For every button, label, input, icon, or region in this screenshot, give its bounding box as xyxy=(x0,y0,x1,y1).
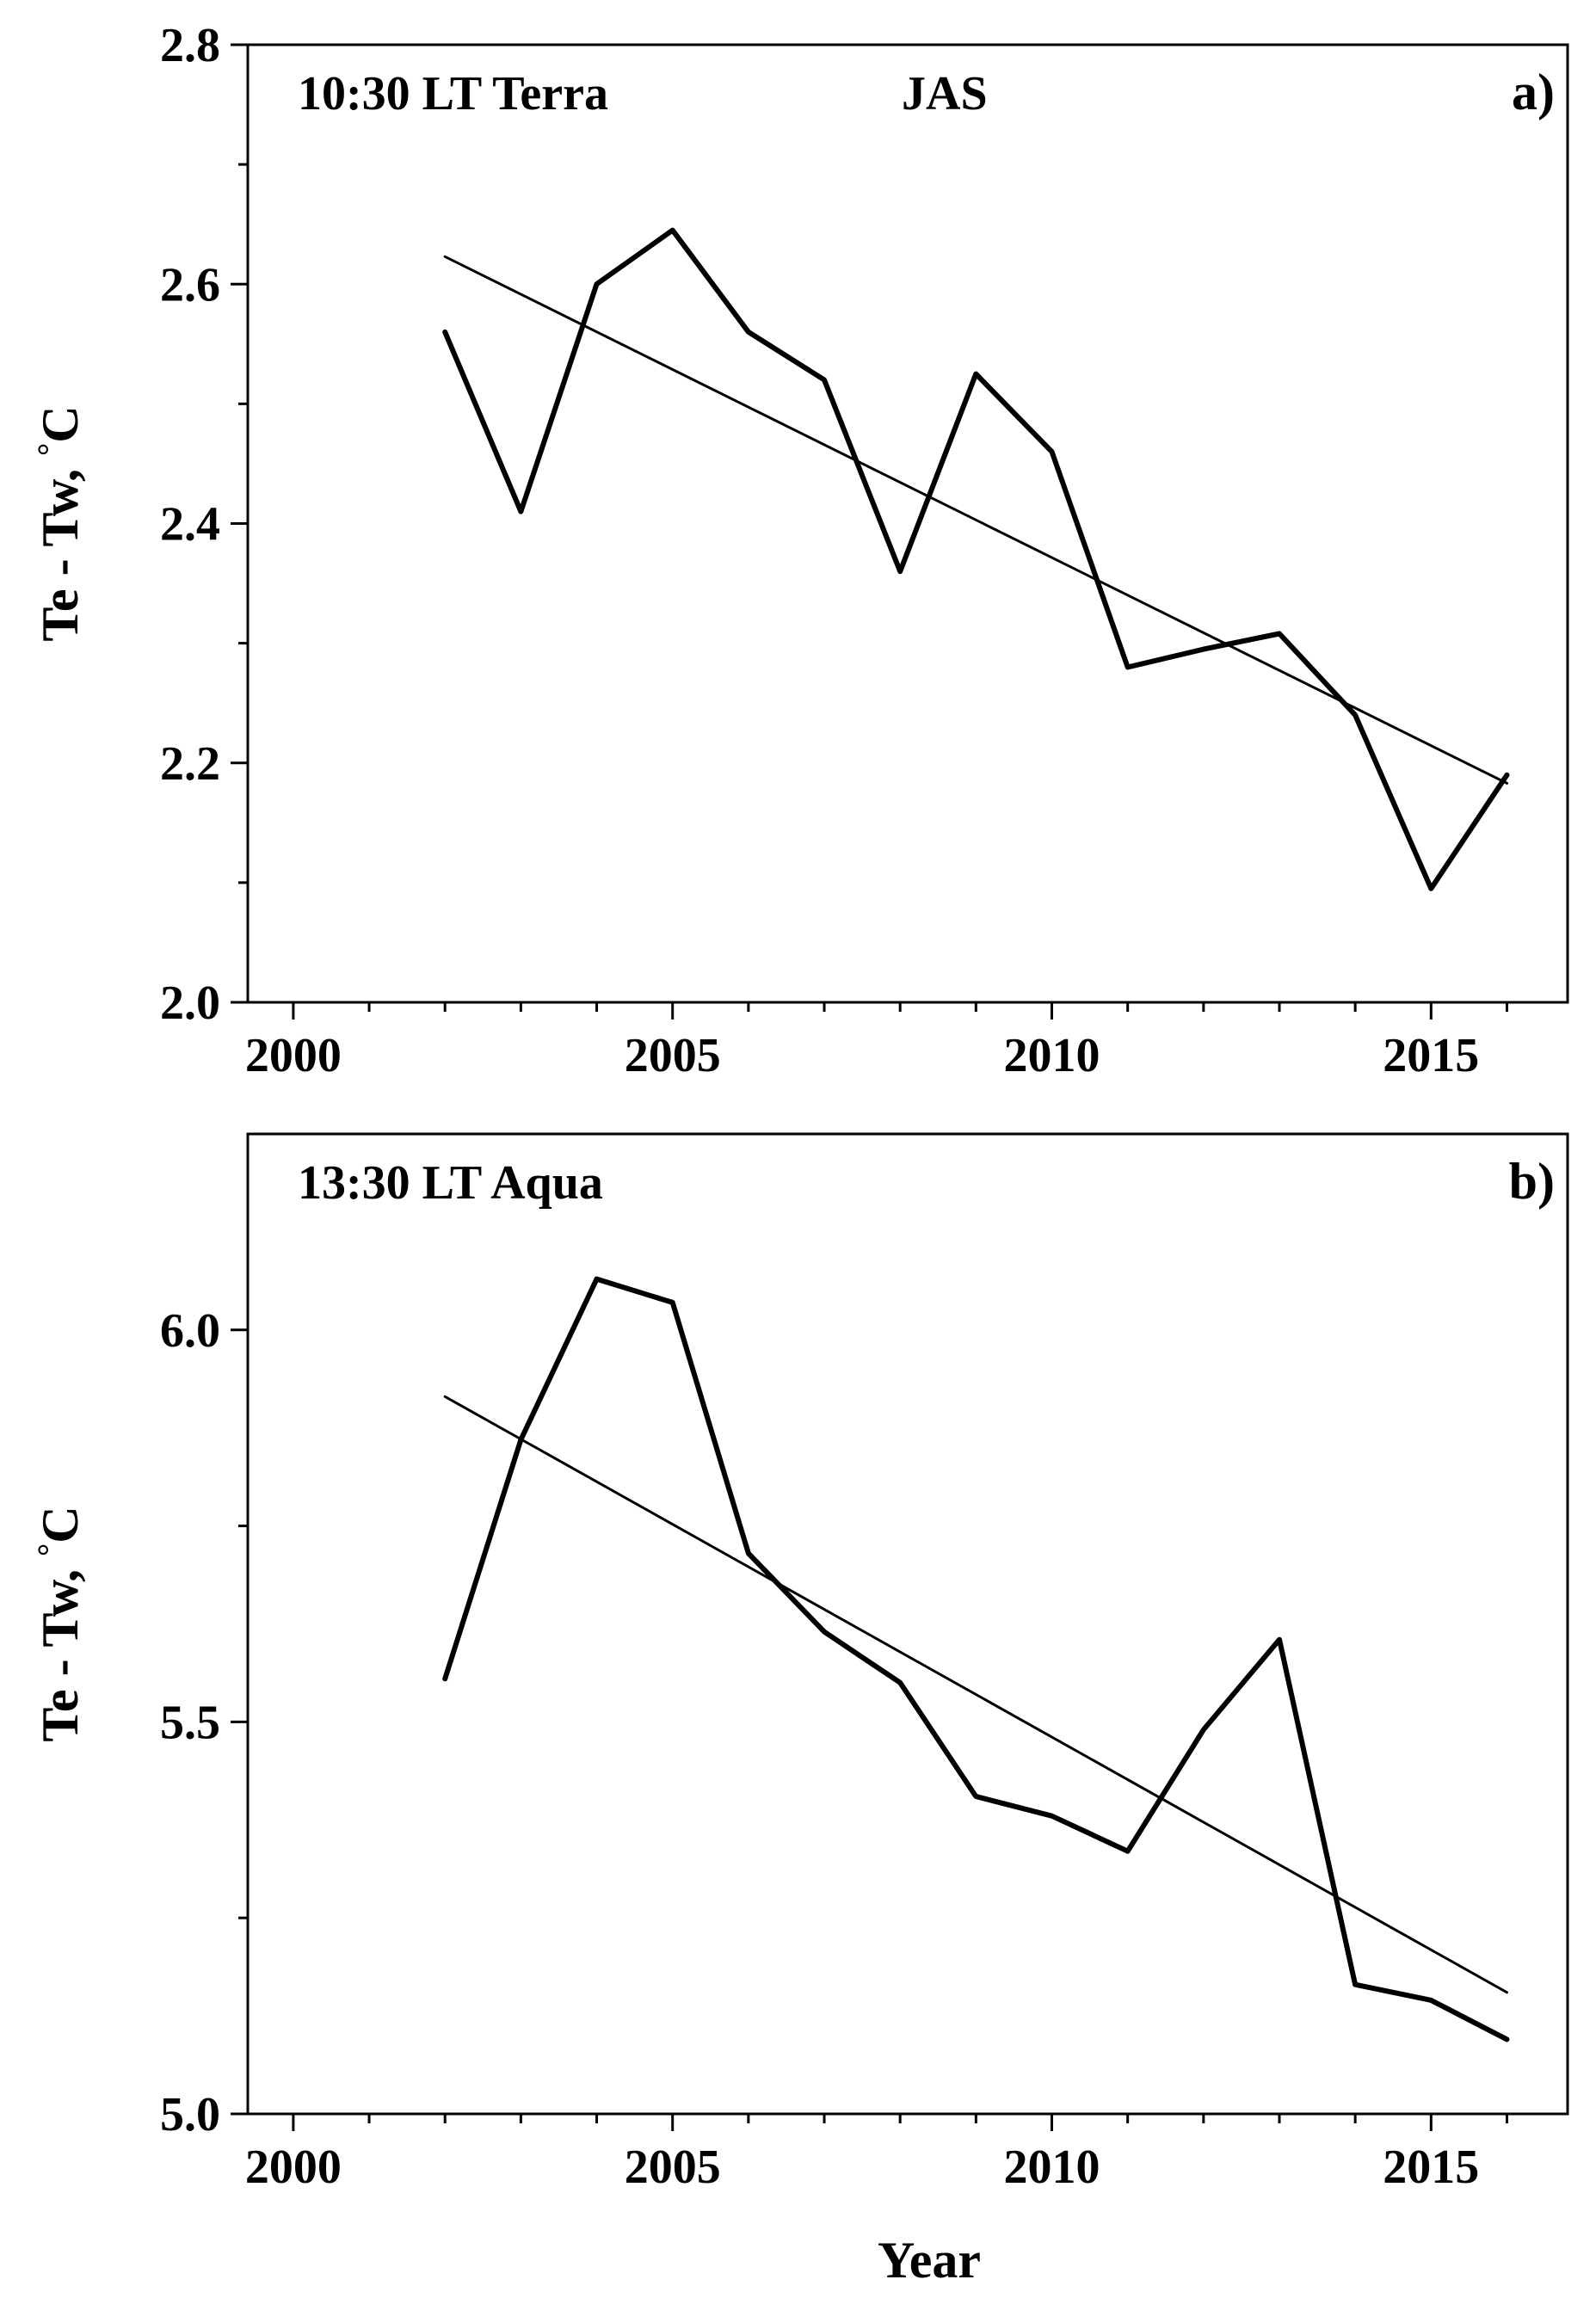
panel-b-y-tick-label-6.0: 6.0 xyxy=(160,1304,220,1358)
panel-a-annotation-label: 10:30 LT Terra xyxy=(298,67,608,120)
panel-b-y-tick-label-5.0: 5.0 xyxy=(160,2088,220,2141)
panel-a-x-tick-label-2015: 2015 xyxy=(1383,1029,1479,1082)
panel-b-data-point-2013 xyxy=(1278,1638,1281,1642)
panel-a-data-point-2002 xyxy=(443,330,447,334)
panel-a-data-point-2008 xyxy=(898,570,902,573)
panel-a-data-point-2005 xyxy=(671,229,675,232)
panel-a-data-line xyxy=(442,227,1510,891)
panel-a-data-point-2016 xyxy=(1506,773,1508,777)
panel-b-trend-line xyxy=(443,1395,1508,1994)
panel-b-x-tick-label-2015: 2015 xyxy=(1383,2141,1479,2194)
panel-b-data-point-2011 xyxy=(1126,1850,1130,1853)
panel-b-y-axis-unit-letter: C xyxy=(32,1506,89,1543)
panel-b-y-axis-title-text: Te - Tw, xyxy=(32,1556,89,1742)
panel-a-y-tick-label-2.6: 2.6 xyxy=(160,258,220,311)
panel-b-data-point-2007 xyxy=(823,1630,826,1634)
panel-b-data-point-2009 xyxy=(974,1795,977,1798)
panel-a-plot-frame xyxy=(246,43,1569,1004)
panel-b-data-point-2015 xyxy=(1429,1999,1433,2002)
panel-b-panel-label: b) xyxy=(1509,1153,1555,1210)
panel-b-y-tick-label-5.5: 5.5 xyxy=(160,1696,220,1749)
panel-a-y-axis-title-text: Te - Tw, xyxy=(32,456,89,642)
panel-a-y-tick-label-2.2: 2.2 xyxy=(160,737,220,791)
panel-b-group: 2000 2005 2010 2015 5.0 5.5 6.0 Te - Tw, °C 13:3… xyxy=(32,1132,1569,2289)
panel-a-x-tick-label-2010: 2010 xyxy=(1004,1029,1100,1082)
panel-b-data-point-2006 xyxy=(747,1552,750,1555)
panel-b-x-axis-title: Year xyxy=(878,2232,981,2289)
panel-b-annotation-label: 13:30 LT Aqua xyxy=(298,1156,603,1210)
panel-b-data-line xyxy=(442,1276,1510,2042)
panel-b-data-point-2002 xyxy=(443,1677,447,1680)
panel-a-x-tick-label-2005: 2005 xyxy=(625,1029,721,1082)
panel-b-data-point-2016 xyxy=(1506,2037,1508,2041)
panel-a-group: 2000 2005 2010 2015 2.0 2.2 2.4 2.6 2.8 Te - Tw, … xyxy=(32,19,1569,1082)
panel-a-data-point-2010 xyxy=(1051,450,1053,453)
panel-b-data-point-2012 xyxy=(1202,1728,1205,1731)
panel-b-plot-frame xyxy=(246,1132,1569,2116)
panel-a-data-point-2013 xyxy=(1278,632,1281,635)
panel-b-data-point-2010 xyxy=(1051,1814,1053,1818)
panel-a-data-point-2007 xyxy=(823,379,826,381)
panel-a-y-tick-label-2.8: 2.8 xyxy=(160,19,220,72)
panel-a-y-tick-label-2.0: 2.0 xyxy=(160,976,220,1030)
panel-a-data-point-2003 xyxy=(519,510,522,514)
panel-b-x-tick-label-2005: 2005 xyxy=(625,2141,721,2194)
panel-a-data-point-2004 xyxy=(595,282,598,286)
panel-b-data-point-2005 xyxy=(671,1301,675,1304)
panel-a-data-point-2012 xyxy=(1202,648,1205,651)
panel-a-annotation-season: JAS xyxy=(902,67,988,120)
panel-a-y-axis-unit-degree: ° xyxy=(32,443,68,456)
panel-b-data-point-2008 xyxy=(898,1681,902,1685)
panel-a-x-tick-label-2000: 2000 xyxy=(245,1029,342,1082)
panel-b-data-point-2014 xyxy=(1353,1983,1357,1987)
panel-b-x-tick-label-2000: 2000 xyxy=(245,2141,342,2194)
panel-a-data-point-2006 xyxy=(747,330,750,334)
panel-a-data-point-2011 xyxy=(1126,666,1130,668)
panel-a-data-point-2014 xyxy=(1353,713,1357,717)
panel-b-data-point-2004 xyxy=(595,1278,598,1281)
panel-a-y-tick-label-2.4: 2.4 xyxy=(160,498,220,551)
panel-a-panel-label: a) xyxy=(1512,64,1555,120)
panel-a-y-axis-title: Te - Tw, °C xyxy=(32,405,89,641)
panel-b-y-axis-unit-degree: ° xyxy=(32,1543,68,1556)
panel-a-trend-line xyxy=(443,255,1508,785)
panel-a-data-point-2009 xyxy=(974,373,977,376)
panel-a-y-axis-unit-letter: C xyxy=(32,405,89,442)
panel-b-y-axis-title: Te - Tw, °C xyxy=(32,1506,89,1741)
panel-a-data-point-2015 xyxy=(1429,887,1433,890)
panel-b-x-tick-label-2010: 2010 xyxy=(1004,2141,1100,2194)
